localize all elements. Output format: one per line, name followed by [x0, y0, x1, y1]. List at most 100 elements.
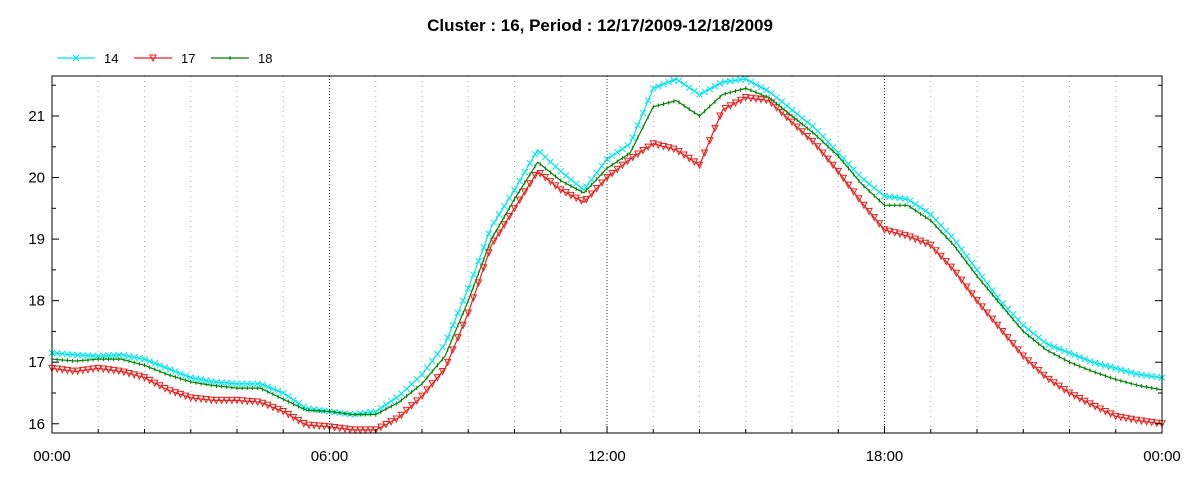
data-point	[470, 271, 477, 279]
data-point	[171, 389, 180, 397]
data-point	[783, 102, 791, 110]
data-point	[366, 426, 375, 435]
data-point	[151, 359, 159, 367]
data-point	[844, 181, 853, 190]
data-point	[135, 372, 144, 381]
data-point	[629, 134, 637, 141]
data-point	[896, 230, 904, 239]
data-point	[1030, 330, 1037, 337]
data-point	[475, 257, 482, 265]
data-point	[479, 264, 488, 272]
data-point	[145, 376, 154, 385]
data-point	[701, 88, 708, 96]
data-point	[290, 396, 297, 404]
data-point	[1019, 352, 1028, 361]
data-point	[1147, 418, 1156, 427]
data-point	[392, 394, 400, 402]
data-point	[1086, 357, 1094, 365]
data-point	[608, 152, 616, 160]
data-point	[865, 180, 873, 188]
data-point	[140, 374, 149, 382]
data-point	[814, 127, 822, 135]
data-point	[299, 419, 308, 428]
data-point	[531, 150, 539, 158]
data-point	[1066, 349, 1073, 357]
data-point	[259, 381, 267, 389]
data-point	[916, 237, 925, 246]
data-point	[860, 201, 868, 210]
data-point	[207, 396, 216, 405]
data-point	[439, 343, 446, 351]
data-point	[197, 376, 205, 383]
data-point	[217, 396, 226, 405]
data-point	[443, 358, 452, 367]
data-point	[716, 80, 724, 87]
data-point	[84, 366, 92, 374]
data-point	[310, 422, 318, 430]
data-point	[500, 221, 509, 229]
data-point	[1040, 371, 1048, 380]
data-point	[459, 321, 467, 330]
data-point	[141, 355, 148, 363]
data-point	[598, 162, 606, 170]
plot-area	[48, 75, 1166, 435]
data-point	[218, 379, 225, 386]
data-point	[120, 351, 128, 359]
data-point	[254, 380, 261, 388]
data-point	[79, 366, 87, 375]
data-point	[459, 297, 467, 305]
data-point	[1112, 365, 1120, 372]
data-point	[1102, 362, 1109, 369]
data-point	[454, 309, 462, 317]
data-point	[1122, 367, 1130, 375]
data-point	[1081, 397, 1089, 406]
data-point	[1014, 316, 1022, 324]
data-point	[1014, 346, 1022, 355]
legend: 14 17 18	[57, 51, 272, 66]
gridlines	[97, 76, 1117, 433]
data-point	[834, 167, 843, 176]
data-point	[68, 367, 77, 376]
data-point	[223, 379, 231, 387]
data-point	[228, 396, 236, 405]
data-point	[64, 350, 71, 358]
data-point	[1117, 366, 1125, 374]
data-point	[577, 197, 586, 205]
data-point	[407, 402, 416, 410]
data-point	[932, 247, 940, 255]
data-point	[706, 85, 714, 93]
data-point	[110, 351, 118, 359]
data-point	[588, 176, 595, 183]
data-point	[932, 216, 940, 224]
data-point	[58, 350, 66, 358]
data-point	[613, 165, 622, 174]
data-point	[1025, 326, 1032, 333]
data-point	[778, 98, 786, 106]
data-point	[274, 387, 282, 395]
data-point	[89, 365, 97, 374]
data-point	[1091, 359, 1099, 367]
data-point	[423, 364, 431, 372]
data-point	[592, 185, 601, 193]
data-point	[917, 204, 924, 212]
data-point	[186, 394, 195, 403]
data-point	[418, 392, 426, 401]
data-point	[1019, 321, 1027, 329]
data-point	[536, 169, 545, 178]
data-point	[669, 145, 678, 154]
data-point	[526, 159, 534, 167]
data-point	[1111, 412, 1120, 421]
data-point	[587, 190, 596, 199]
data-point	[696, 91, 703, 98]
data-point	[474, 279, 483, 288]
data-point	[269, 403, 277, 412]
data-point	[860, 176, 868, 183]
data-point	[876, 188, 883, 196]
data-point	[700, 149, 709, 158]
data-point	[798, 114, 806, 122]
data-point	[521, 168, 529, 176]
data-point	[392, 415, 401, 424]
series-18	[51, 86, 1163, 417]
